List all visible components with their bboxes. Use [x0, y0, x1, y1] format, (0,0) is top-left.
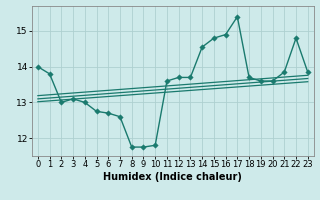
X-axis label: Humidex (Indice chaleur): Humidex (Indice chaleur) — [103, 172, 242, 182]
